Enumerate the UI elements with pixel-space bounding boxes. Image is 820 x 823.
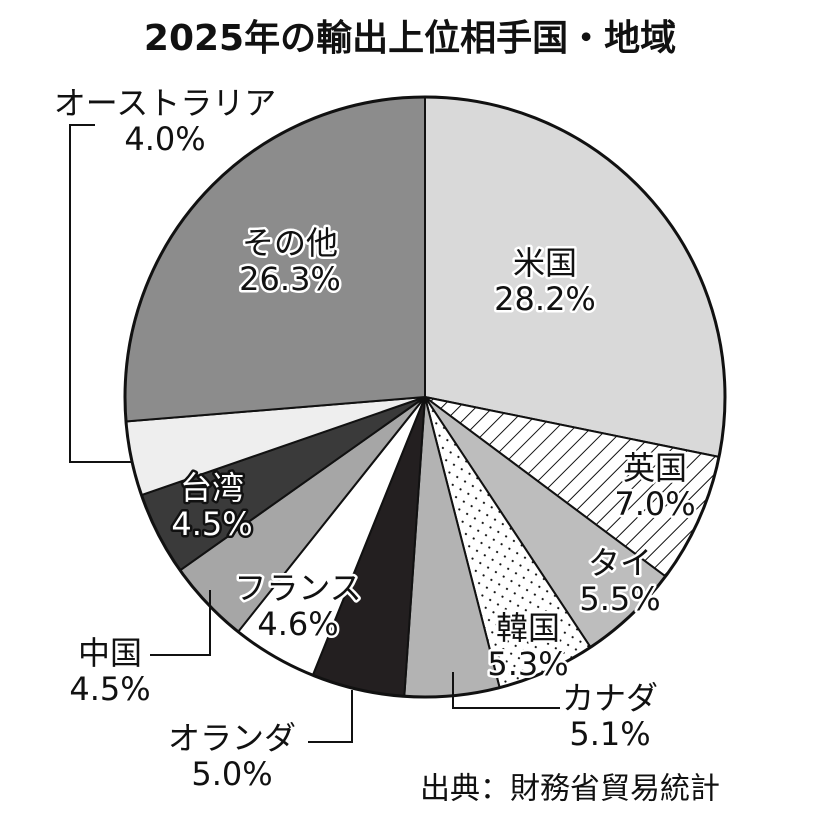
slice-label: オーストラリア [54, 84, 276, 122]
source-note: 出典：財務省貿易統計 [420, 772, 720, 807]
value-label: 5.1% [569, 715, 650, 753]
slice-label: 英国 [623, 449, 687, 487]
value-label: 28.2% [494, 280, 596, 318]
slice-label: タイ [588, 544, 652, 582]
value-label: 4.0% [124, 120, 205, 158]
slice-label: カナダ [562, 679, 658, 717]
slice-label: オランダ [168, 719, 296, 757]
slice-label: 韓国 [496, 609, 560, 647]
value-label: 5.0% [191, 755, 272, 793]
value-label: 5.3% [487, 645, 568, 683]
slice-label: 米国 [513, 244, 577, 282]
slice-label: 台湾 [180, 469, 244, 507]
leader-line [69, 124, 132, 463]
leader-line [150, 590, 211, 656]
value-label: 7.0% [614, 485, 695, 523]
pie-outline [123, 95, 727, 699]
value-label: 4.5% [69, 670, 150, 708]
value-label: 4.5% [171, 505, 252, 543]
slice-label: フランス [234, 569, 361, 607]
value-label: 5.5% [579, 580, 660, 618]
chart-title: 2025年の輸出上位相手国・地域 [144, 18, 676, 59]
value-label: 26.3% [239, 260, 341, 298]
leader-line [452, 672, 560, 709]
leader-line [308, 690, 353, 743]
slice-label: 中国 [78, 634, 142, 672]
value-label: 4.6% [257, 605, 338, 643]
slice-label: その他 [242, 224, 338, 262]
